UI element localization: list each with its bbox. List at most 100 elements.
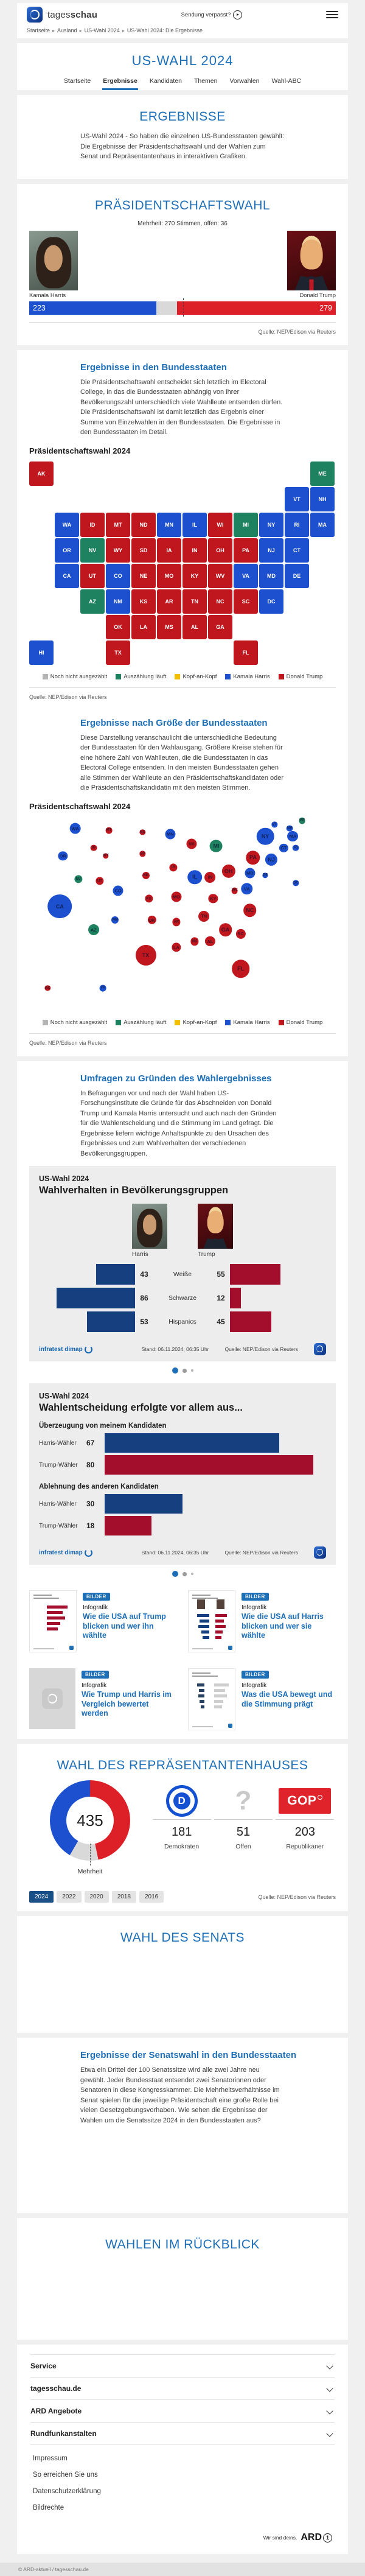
state-bubble-KS[interactable]: KS: [144, 894, 153, 903]
state-bubble-NY[interactable]: NY: [256, 827, 274, 845]
state-tile-WI[interactable]: WI: [208, 512, 232, 537]
state-tile-VT[interactable]: VT: [285, 486, 309, 511]
state-bubble-WI[interactable]: WI: [186, 838, 197, 849]
state-tile-CT[interactable]: CT: [285, 538, 309, 563]
state-bubble-AR[interactable]: AR: [172, 918, 181, 926]
tagesschau-logo-icon[interactable]: [27, 7, 43, 23]
state-bubble-MA[interactable]: MA: [287, 830, 299, 842]
state-tile-MI[interactable]: MI: [234, 512, 258, 537]
state-tile-AK[interactable]: AK: [29, 461, 54, 486]
state-bubble-MS[interactable]: MS: [190, 937, 199, 946]
year-button-2024[interactable]: 2024: [29, 1891, 54, 1903]
state-tile-SD[interactable]: SD: [131, 538, 156, 563]
breadcrumb-item[interactable]: Startseite: [27, 27, 50, 33]
year-button-2020[interactable]: 2020: [84, 1891, 109, 1903]
state-bubble-MD[interactable]: MD: [245, 868, 255, 879]
state-tile-NC[interactable]: NC: [208, 589, 232, 614]
carousel-dot[interactable]: [182, 1571, 187, 1576]
state-tile-WV[interactable]: WV: [208, 563, 232, 588]
state-tile-MS[interactable]: MS: [157, 614, 181, 639]
state-bubble-AZ[interactable]: AZ: [88, 924, 99, 936]
state-bubble-IA[interactable]: IA: [169, 863, 178, 872]
ard-logo[interactable]: ARD 1: [301, 2532, 332, 2543]
state-tile-AZ[interactable]: AZ: [80, 589, 105, 614]
state-bubble-LA[interactable]: LA: [172, 942, 181, 952]
footer-link[interactable]: Datenschutzerklärung: [33, 2488, 101, 2495]
state-bubble-ND[interactable]: ND: [139, 829, 146, 835]
state-bubble-MN[interactable]: MN: [165, 829, 176, 840]
state-tile-HI[interactable]: HI: [29, 640, 54, 665]
teaser-title-link[interactable]: Wie Trump und Harris im Vergleich bewert…: [82, 1690, 172, 1718]
state-tile-MA[interactable]: MA: [310, 512, 335, 537]
state-tile-IA[interactable]: IA: [157, 538, 181, 563]
state-bubble-VT[interactable]: VT: [271, 821, 277, 827]
tab-themen[interactable]: Themen: [193, 77, 218, 85]
state-tile-DE[interactable]: DE: [285, 563, 309, 588]
state-bubble-CA[interactable]: CA: [47, 894, 72, 919]
footer-link[interactable]: Bildrechte: [33, 2504, 64, 2511]
state-bubble-MT[interactable]: MT: [105, 827, 113, 834]
year-button-2022[interactable]: 2022: [57, 1891, 82, 1903]
state-bubble-MI[interactable]: MI: [209, 840, 223, 852]
state-bubble-IN[interactable]: IN: [204, 871, 216, 883]
teaser-title-link[interactable]: Wie die USA auf Trump blicken und wer ih…: [83, 1612, 166, 1640]
hamburger-menu-icon[interactable]: [326, 11, 338, 18]
state-tile-SC[interactable]: SC: [234, 589, 258, 614]
state-bubble-DE[interactable]: DE: [262, 872, 268, 879]
state-tile-OH[interactable]: OH: [208, 538, 232, 563]
state-bubble-UT[interactable]: UT: [96, 877, 104, 885]
state-tile-NE[interactable]: NE: [131, 563, 156, 588]
state-tile-LA[interactable]: LA: [131, 614, 156, 639]
carousel-dot[interactable]: [172, 1367, 178, 1374]
carousel-dot[interactable]: [172, 1571, 178, 1577]
state-bubble-AK[interactable]: AK: [44, 985, 50, 991]
state-bubble-OK[interactable]: OK: [147, 915, 156, 925]
state-bubble-ID[interactable]: ID: [90, 844, 97, 852]
state-tile-CA[interactable]: CA: [55, 563, 79, 588]
state-bubble-PA[interactable]: PA: [246, 850, 260, 865]
footer-link[interactable]: So erreichen Sie uns: [33, 2471, 98, 2479]
tab-kandidaten[interactable]: Kandidaten: [149, 77, 182, 85]
state-bubble-NH[interactable]: NH: [286, 825, 293, 832]
state-tile-NH[interactable]: NH: [310, 486, 335, 511]
state-tile-RI[interactable]: RI: [285, 512, 309, 537]
state-bubble-CT[interactable]: CT: [279, 843, 288, 852]
state-bubble-NM[interactable]: NM: [111, 916, 119, 924]
state-bubble-DC[interactable]: DC: [293, 880, 299, 886]
teaser-thumbnail[interactable]: [29, 1590, 77, 1652]
state-tile-ND[interactable]: ND: [131, 512, 156, 537]
state-tile-NY[interactable]: NY: [259, 512, 283, 537]
state-tile-OK[interactable]: OK: [106, 614, 130, 639]
breadcrumb-item[interactable]: Ausland: [57, 27, 77, 33]
state-tile-WA[interactable]: WA: [55, 512, 79, 537]
teaser-thumbnail[interactable]: [188, 1590, 235, 1652]
state-tile-CO[interactable]: CO: [106, 563, 130, 588]
year-button-2016[interactable]: 2016: [139, 1891, 164, 1903]
state-bubble-OH[interactable]: OH: [221, 864, 235, 879]
state-tile-IN[interactable]: IN: [182, 538, 207, 563]
footer-accordion-ardangebote[interactable]: ARD Angebote: [30, 2400, 335, 2423]
state-bubble-CO[interactable]: CO: [113, 885, 123, 896]
carousel-dot[interactable]: [182, 1368, 187, 1373]
carousel-dot[interactable]: [190, 1369, 193, 1372]
state-tile-AR[interactable]: AR: [157, 589, 181, 614]
footer-accordion-rundfunkanstalten[interactable]: Rundfunkanstalten: [30, 2423, 335, 2445]
teaser-title-link[interactable]: Was die USA bewegt und die Stimmung präg…: [242, 1690, 333, 1708]
state-bubble-WY[interactable]: WY: [103, 852, 109, 859]
state-tile-TX[interactable]: TX: [106, 640, 130, 665]
state-tile-UT[interactable]: UT: [80, 563, 105, 588]
state-bubble-NJ[interactable]: NJ: [265, 853, 278, 866]
state-bubble-SD[interactable]: SD: [139, 851, 146, 857]
tab-ergebnisse[interactable]: Ergebnisse: [102, 75, 138, 90]
state-bubble-SC[interactable]: SC: [235, 928, 246, 939]
year-button-2018[interactable]: 2018: [111, 1891, 136, 1903]
state-tile-FL[interactable]: FL: [234, 640, 258, 665]
state-bubble-NE[interactable]: NE: [142, 871, 150, 879]
tab-startseite[interactable]: Startseite: [63, 77, 91, 85]
tab-vorwahlen[interactable]: Vorwahlen: [229, 77, 260, 85]
state-bubble-RI[interactable]: RI: [293, 844, 299, 852]
footer-accordion-tagesschaude[interactable]: tagesschau.de: [30, 2378, 335, 2400]
state-bubble-TX[interactable]: TX: [135, 944, 156, 966]
state-tile-ME[interactable]: ME: [310, 461, 335, 486]
tab-wahl-abc[interactable]: Wahl-ABC: [271, 77, 302, 85]
